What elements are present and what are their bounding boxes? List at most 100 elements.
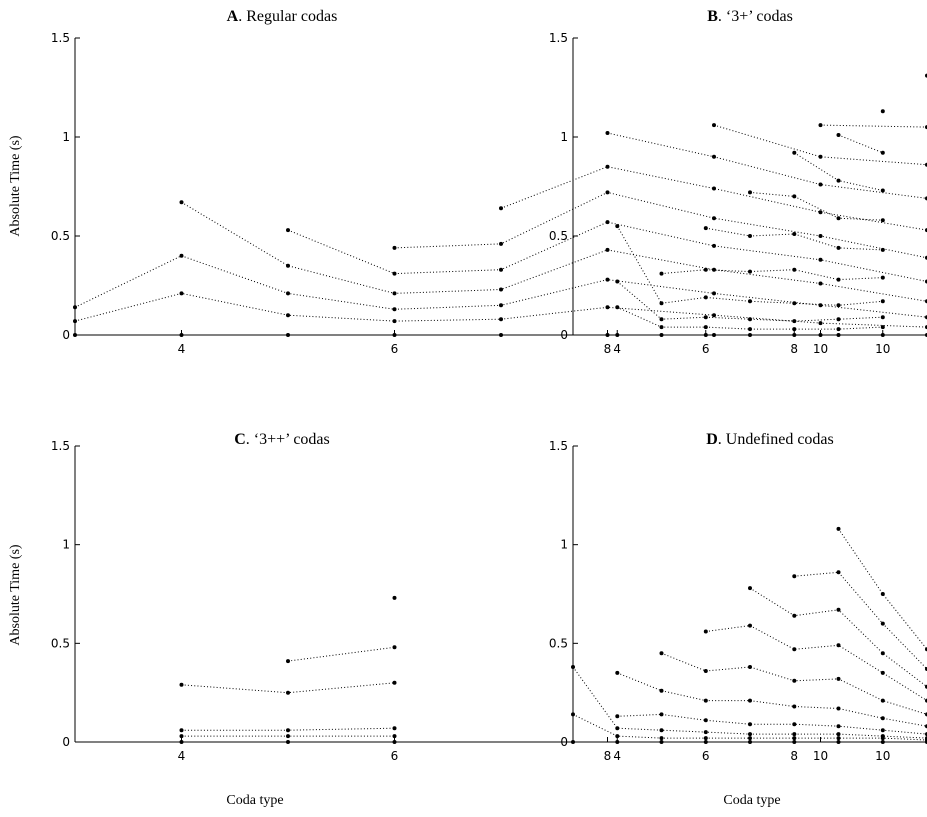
x-tick-label: 4 [178,342,186,356]
x-tick-label: 10 [813,749,828,763]
data-point [712,154,716,159]
data-point [615,333,620,337]
panel-letter: C [234,431,246,448]
data-point [836,736,841,741]
data-point [499,267,503,272]
data-point [179,333,184,337]
data-point [571,740,575,744]
x-axis-label: Coda type [723,793,780,808]
data-point [880,621,885,626]
data-point [880,734,885,739]
data-point [792,678,797,683]
data-point [836,676,841,681]
data-point [392,734,397,739]
data-point [748,736,752,741]
data-point [748,317,752,322]
data-point [703,267,708,272]
data-point [818,234,823,238]
data-point [615,224,620,229]
y-tick-label: 0 [560,735,568,749]
data-point [836,216,841,221]
data-point [712,243,716,248]
data-point [392,726,397,731]
y-tick-label: 1 [560,130,568,144]
data-point [880,740,885,744]
plot-area: 0 0.5 1 1.5 4 6 8 10 [549,439,927,763]
data-point [659,301,664,306]
panel-title: B. ‘3+’ codas [707,8,793,25]
data-point [392,333,397,337]
data-point [792,150,797,155]
data-point [73,333,77,337]
series-line [705,227,883,251]
data-point [836,570,841,575]
data-point [571,665,575,669]
data-point [659,317,664,322]
data-point [703,333,708,337]
data-point [836,133,841,137]
x-tick-label: 6 [702,749,710,763]
data-point [392,645,397,650]
x-tick-label: 10 [875,342,890,356]
data-point [712,216,716,221]
data-point [286,659,290,664]
data-point [392,271,397,276]
data-point [615,305,620,310]
data-point [792,319,797,324]
data-point [748,299,752,304]
series-line [705,625,927,702]
data-point [836,327,841,332]
x-tick-label: 10 [875,749,890,763]
data-point [748,586,752,591]
data-point [659,688,664,693]
data-point [792,232,797,236]
data-point [748,698,752,703]
data-point [703,315,708,320]
series-line [287,646,395,662]
data-point [818,257,823,262]
data-point [748,722,752,727]
data-point [818,210,823,215]
data-point [748,234,752,238]
panel-letter: B [707,8,718,25]
data-point [792,740,797,744]
data-point [792,736,797,741]
data-point [286,333,290,337]
data-point [880,325,885,330]
series-line [500,166,927,231]
series-line [794,571,927,670]
data-point [748,190,752,195]
data-point [836,178,841,183]
data-point [499,303,503,308]
x-tick-label: 8 [790,342,798,356]
data-point [703,730,708,735]
data-point [605,277,610,282]
data-point [179,291,184,296]
x-axis-label: Coda type [226,793,283,808]
data-point [836,303,841,308]
data-point [392,319,397,324]
data-point [615,670,620,675]
y-tick-label: 1.5 [51,31,70,45]
series-line [74,255,927,318]
panel-b: B. ‘3+’ codas 0 0.5 1 1.5 4 6 8 10 [549,8,927,356]
data-point [703,718,708,723]
data-point [818,303,823,308]
x-tick-label: 6 [702,342,710,356]
data-point [615,279,620,284]
x-tick-label: 8 [604,342,612,356]
data-point [286,228,290,233]
data-point [392,291,397,296]
data-point [499,241,503,246]
data-point [615,734,620,739]
y-tick-label: 0.5 [549,636,568,650]
data-point [712,186,716,191]
data-point [748,327,752,332]
y-axis-label: Absolute Time (s) [8,135,23,236]
data-point [748,269,752,274]
panel-title-text: Regular codas [246,8,337,25]
data-point [836,724,841,729]
data-point [179,728,184,733]
data-point [748,740,752,744]
